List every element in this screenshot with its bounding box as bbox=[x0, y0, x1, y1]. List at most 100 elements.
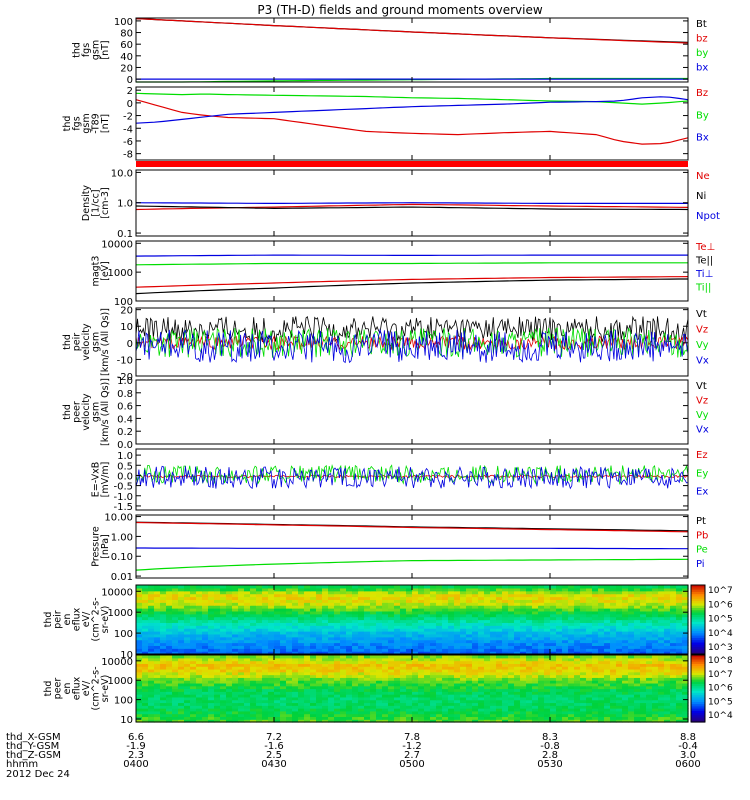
spectrogram-cell bbox=[178, 671, 185, 676]
spectrogram-cell bbox=[178, 680, 185, 684]
spectrogram-cell bbox=[664, 599, 671, 603]
spectrogram-cell bbox=[472, 587, 479, 592]
spectrogram-cell bbox=[658, 685, 665, 690]
spectrogram-cell bbox=[238, 596, 245, 600]
spectrogram-cell bbox=[142, 682, 149, 687]
spectrogram-cell bbox=[490, 668, 497, 673]
spectrogram-cell bbox=[346, 599, 353, 603]
spectrogram-cell bbox=[190, 666, 197, 670]
spectrogram-cell bbox=[634, 590, 641, 595]
spectrogram-cell bbox=[226, 631, 233, 635]
spectrogram-cell bbox=[634, 645, 641, 649]
spectrogram-cell bbox=[322, 696, 329, 701]
spectrogram-cell bbox=[388, 645, 395, 649]
spectrogram-cell bbox=[532, 682, 539, 687]
spectrogram-cell bbox=[328, 610, 335, 615]
spectrogram-cell bbox=[478, 651, 485, 655]
spectrogram-cell bbox=[244, 599, 251, 603]
spectrogram-cell bbox=[508, 688, 515, 692]
spectrogram-cell bbox=[526, 657, 533, 662]
spectrogram-cell bbox=[424, 657, 431, 662]
spectrogram-cell bbox=[316, 705, 323, 709]
spectrogram-cell bbox=[652, 680, 659, 684]
spectrogram-cell bbox=[160, 663, 167, 667]
spectrogram-cell bbox=[256, 616, 263, 621]
spectrogram-cell bbox=[664, 636, 671, 641]
spectrogram-cell bbox=[544, 699, 551, 704]
spectrogram-cell bbox=[502, 628, 509, 632]
spectrogram-cell bbox=[622, 648, 629, 652]
spectrogram-cell bbox=[214, 660, 221, 664]
spectrogram-cell bbox=[190, 585, 197, 589]
spectrogram-cell bbox=[652, 590, 659, 595]
spectrogram-cell bbox=[658, 660, 665, 664]
spectrogram-cell bbox=[592, 636, 599, 641]
spectrogram-cell bbox=[532, 593, 539, 598]
spectrogram-cell bbox=[628, 596, 635, 600]
spectrogram-cell bbox=[238, 719, 245, 723]
spectrogram-cell bbox=[214, 587, 221, 592]
spectrogram-cell bbox=[448, 688, 455, 692]
spectrogram-cell bbox=[604, 671, 611, 676]
spectrogram-cell bbox=[400, 636, 407, 641]
spectrogram-cell bbox=[544, 682, 551, 687]
y-tick-label: 10 bbox=[120, 715, 133, 726]
spectrogram-cell bbox=[628, 619, 635, 623]
spectrogram-cell bbox=[394, 680, 401, 684]
y-tick-label: -2 bbox=[123, 112, 133, 123]
spectrogram-cell bbox=[424, 682, 431, 687]
spectrogram-cell bbox=[520, 668, 527, 673]
spectrogram-cell bbox=[160, 651, 167, 655]
spectrogram-cell bbox=[358, 587, 365, 592]
spectrogram-cell bbox=[598, 593, 605, 598]
spectrogram-cell bbox=[430, 694, 437, 698]
spectrogram-cell bbox=[184, 610, 191, 615]
spectrogram-cell bbox=[346, 619, 353, 623]
series-line-ti bbox=[135, 262, 688, 266]
spectrogram-cell bbox=[664, 657, 671, 662]
spectrogram-cell bbox=[136, 636, 143, 641]
spectrogram-cell bbox=[670, 708, 677, 712]
spectrogram-cell bbox=[454, 599, 461, 603]
spectrogram-cell bbox=[196, 691, 203, 695]
spectrogram-cell bbox=[394, 593, 401, 598]
spectrogram-cell bbox=[160, 719, 167, 723]
spectrogram-cell bbox=[262, 671, 269, 676]
spectrogram-cell bbox=[202, 682, 209, 687]
spectrogram-cell bbox=[472, 602, 479, 606]
spectrogram-cell bbox=[418, 677, 425, 681]
spectrogram-cell bbox=[280, 593, 287, 598]
spectrogram-cell bbox=[556, 608, 563, 612]
spectrogram-cell bbox=[580, 696, 587, 701]
spectrogram-cell bbox=[286, 596, 293, 600]
spectrogram-cell bbox=[370, 633, 377, 638]
spectrogram-cell bbox=[556, 590, 563, 595]
spectrogram-cell bbox=[316, 719, 323, 723]
spectrogram-cell bbox=[514, 699, 521, 704]
spectrogram-cell bbox=[604, 633, 611, 638]
spectrogram-cell bbox=[610, 691, 617, 695]
spectrogram-cell bbox=[514, 651, 521, 655]
spectrogram-cell bbox=[268, 688, 275, 692]
spectrogram-cell bbox=[280, 713, 287, 718]
spectrogram-cell bbox=[532, 605, 539, 609]
spectrogram-cell bbox=[232, 608, 239, 612]
spectrogram-cell bbox=[640, 713, 647, 718]
spectrogram-cell bbox=[352, 639, 359, 644]
spectrogram-cell bbox=[592, 680, 599, 684]
spectrogram-cell bbox=[376, 585, 383, 589]
spectrogram-cell bbox=[496, 593, 503, 598]
spectrogram-cell bbox=[190, 694, 197, 698]
spectrogram-cell bbox=[538, 674, 545, 678]
spectrogram-cell bbox=[670, 596, 677, 600]
spectrogram-cell bbox=[526, 682, 533, 687]
orbit-row-value: 8.8 bbox=[680, 732, 696, 743]
spectrogram-cell bbox=[256, 596, 263, 600]
spectrogram-cell bbox=[664, 677, 671, 681]
spectrogram-cell bbox=[220, 622, 227, 626]
spectrogram-cell bbox=[388, 622, 395, 626]
spectrogram-cell bbox=[250, 710, 257, 715]
spectrogram-cell bbox=[250, 657, 257, 662]
spectrogram-cell bbox=[148, 602, 155, 606]
spectrogram-cell bbox=[490, 639, 497, 644]
